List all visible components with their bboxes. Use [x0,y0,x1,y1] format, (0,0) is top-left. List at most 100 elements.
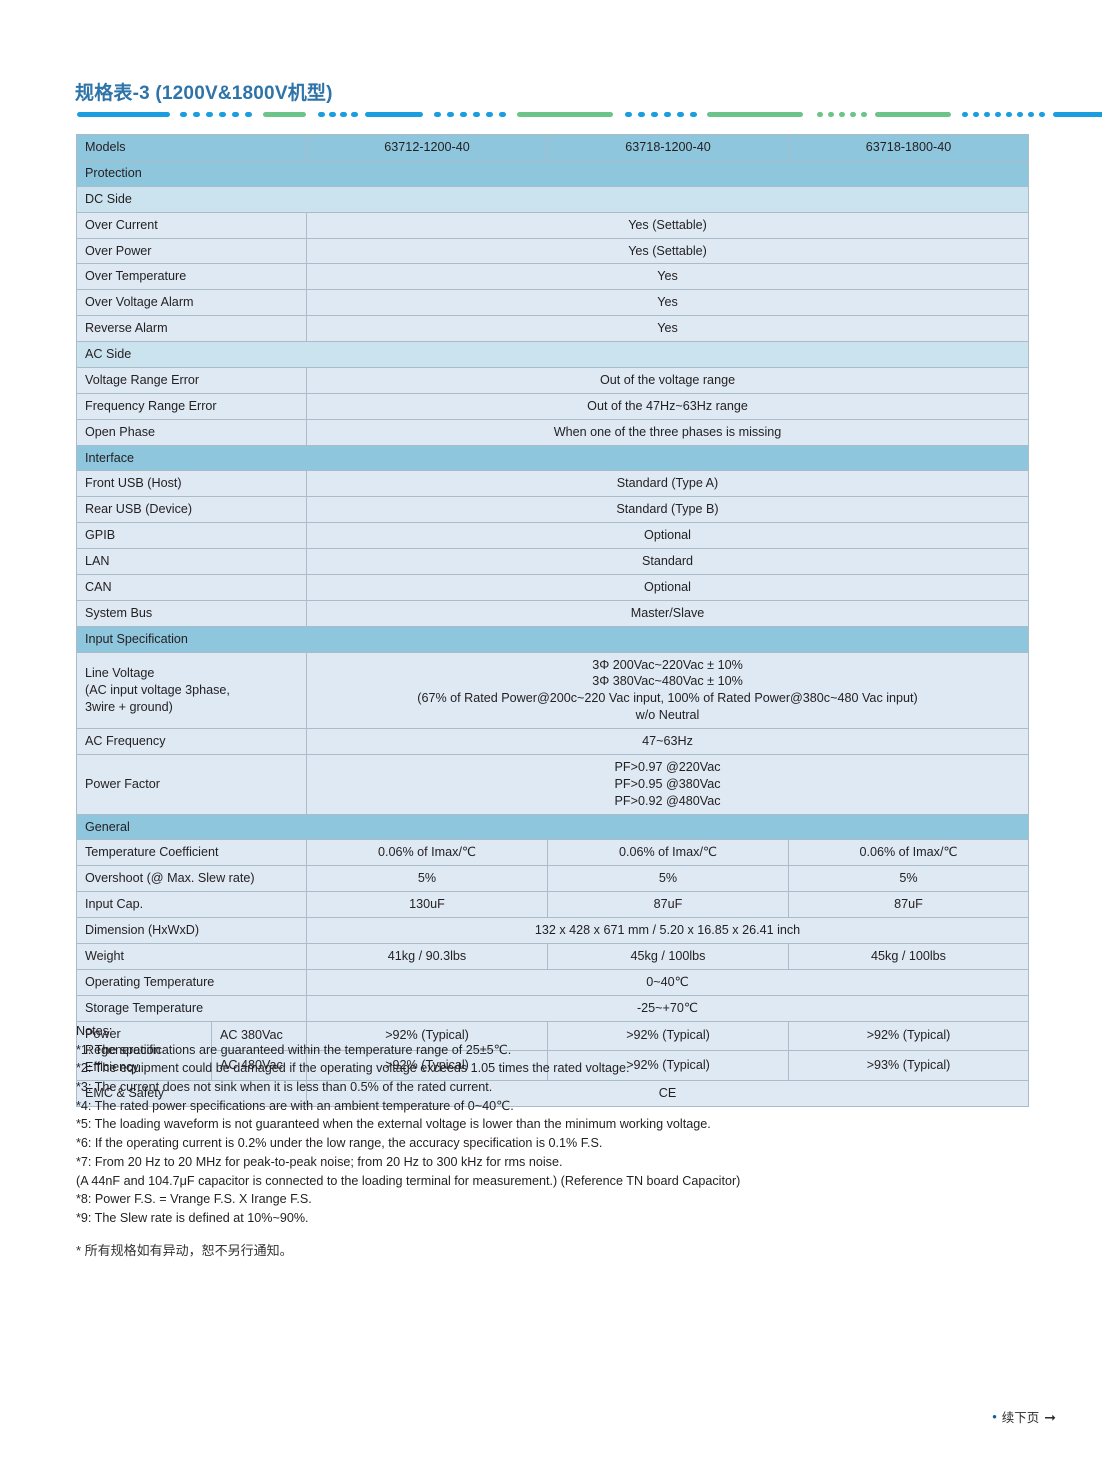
rule-segment [962,112,968,117]
note-item: *9: The Slew rate is defined at 10%~90%. [76,1210,309,1225]
rule-segment [351,112,358,117]
row-value: 87uF [788,891,1030,918]
rule-segment [447,112,454,117]
rule-segment [318,112,325,117]
note-item: *2: The equipment could be damaged if th… [76,1061,630,1076]
bullet-icon: • [992,1409,997,1424]
subsection-title: DC Side [75,185,1030,213]
row-label: Dimension (HxWxD) [75,917,308,944]
subsection-title: AC Side [75,341,1030,368]
rule-segment [77,112,170,117]
table-row: Over Power Yes (Settable) [75,237,1030,265]
rule-segment [638,112,645,117]
table-row: Frequency Range Error Out of the 47Hz~63H… [75,392,1030,420]
rule-segment [206,112,213,117]
row-value: -25~+70℃ [306,994,1030,1022]
rule-segment [625,112,632,117]
row-label: Input Cap. [75,891,308,918]
row-value: Standard [306,548,1030,575]
row-label: Reverse Alarm [75,315,308,342]
table-row: Front USB (Host) Standard (Type A) [75,470,1030,498]
row-label: CAN [75,573,308,601]
table-row: LAN Standard [75,548,1030,575]
row-value: Yes [306,315,1030,342]
section-header-row: Interface [75,444,1030,472]
row-value: 41kg / 90.3lbs [306,942,549,970]
row-value: >92% (Typical) [547,1020,790,1052]
rule-segment [817,112,823,117]
row-label: System Bus [75,599,308,627]
table-row: Rear USB (Device) Standard (Type B) [75,496,1030,524]
row-value: CE [306,1080,1030,1107]
note-item: *6: If the operating current is 0.2% und… [76,1136,603,1151]
notes-block: Notes: *1: The specifications are guaran… [76,1022,1036,1228]
row-value: 0.06% of Imax/℃ [547,839,790,867]
section-title: Interface [75,444,1030,472]
rule-segment [517,112,613,117]
row-value: >92% (Typical) [788,1020,1030,1052]
row-label: Power Regeneration Efficiency [76,1020,212,1082]
rule-segment [707,112,803,117]
rule-segment [329,112,336,117]
row-label: GPIB [75,522,308,549]
section-title: Input Specification [75,625,1030,653]
row-label: Over Power [75,237,308,265]
rule-segment [651,112,658,117]
header-label: Models [75,134,308,161]
table-row: Power Factor PF>0.97 @220Vac PF>0.95 @380… [75,753,1030,815]
row-value: 45kg / 100lbs [547,942,790,970]
chinese-disclaimer: * 所有规格如有异动，恕不另行通知。 [76,1243,293,1258]
row-value: 5% [788,865,1030,893]
rule-segment [677,112,684,117]
row-value: When one of the three phases is missing [306,418,1030,446]
row-value: 87uF [547,891,790,918]
rule-segment [850,112,856,117]
table-row: Dimension (HxWxD) 132 x 428 x 671 mm / 5.… [75,917,1030,944]
row-value: 130uF [306,891,549,918]
rule-segment [1006,112,1012,117]
rule-segment [828,112,834,117]
row-value: Out of the 47Hz~63Hz range [306,392,1030,420]
section-title: General [75,813,1030,841]
section-header-row: General [75,813,1030,841]
row-label: Voltage Range Error [75,366,308,394]
table-row: Storage Temperature -25~+70℃ [75,994,1030,1022]
row-label: Rear USB (Device) [75,496,308,524]
rule-segment [839,112,845,117]
row-label: Storage Temperature [75,994,308,1022]
table-row: Overshoot (@ Max. Slew rate) 5% 5% 5% [75,865,1030,893]
row-value: 47~63Hz [306,728,1030,755]
table-row: Voltage Range Error Out of the voltage ra… [75,366,1030,394]
row-value: Yes (Settable) [306,237,1030,265]
rule-segment [1028,112,1034,117]
table-row: Temperature Coefficient 0.06% of Imax/℃ 0.… [75,839,1030,867]
section-header-row: Protection [75,159,1030,187]
rule-segment [460,112,467,117]
row-value: 5% [547,865,790,893]
row-label: LAN [75,548,308,575]
rule-segment [232,112,239,117]
row-value: 0.06% of Imax/℃ [306,839,549,867]
rule-segment [486,112,493,117]
row-label: Power Factor [75,753,308,815]
row-label: Overshoot (@ Max. Slew rate) [75,865,308,893]
row-value: >92% (Typical) [306,1020,549,1052]
table-row: System Bus Master/Slave [75,599,1030,627]
table-row: Weight 41kg / 90.3lbs 45kg / 100lbs 45kg / … [75,942,1030,970]
row-value: Yes [306,289,1030,317]
rule-segment [690,112,697,117]
section-title: Protection [75,159,1030,187]
row-value: 45kg / 100lbs [788,942,1030,970]
table-row: GPIB Optional [75,522,1030,549]
rule-segment [340,112,347,117]
row-sublabel: AC 480Vac [210,1050,308,1082]
row-sublabel: AC 380Vac [210,1020,308,1052]
table-row: Reverse Alarm Yes [75,315,1030,342]
section-header-row: Input Specification [75,625,1030,653]
row-label: Weight [75,942,308,970]
row-value: 3Φ 200Vac~220Vac ± 10% 3Φ 380Vac~480Vac … [306,651,1030,729]
row-label: Line Voltage (AC input voltage 3phase, 3… [75,651,308,729]
row-label: AC Frequency [75,728,308,755]
row-label: Over Voltage Alarm [75,289,308,317]
table-row: AC Frequency 47~63Hz [75,728,1030,755]
